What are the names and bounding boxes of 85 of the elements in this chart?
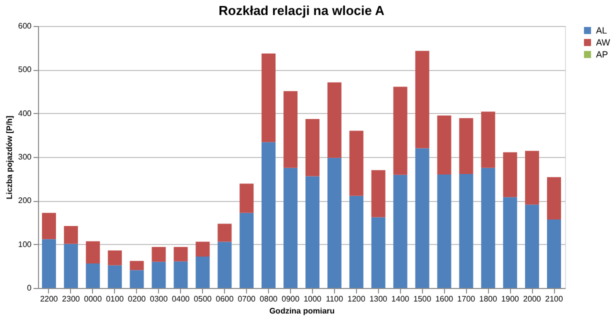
bar <box>86 264 100 288</box>
bar <box>86 241 100 264</box>
x-tick-label: 0300 <box>150 294 168 304</box>
bar <box>481 168 496 288</box>
bar <box>349 196 364 288</box>
x-tick-label: 2100 <box>545 294 564 304</box>
x-tick-label: 1300 <box>369 294 388 304</box>
x-tick-label: 0500 <box>194 294 212 304</box>
x-tick-label: 1700 <box>457 294 476 304</box>
x-tick-label: 2000 <box>523 294 542 304</box>
y-tick-label: 200 <box>18 196 32 206</box>
legend-label: AP <box>596 50 608 60</box>
bar <box>525 204 540 288</box>
x-tick-label: 1200 <box>347 294 366 304</box>
bar <box>525 150 540 205</box>
y-tick-label: 500 <box>18 65 32 74</box>
bar <box>415 148 430 288</box>
bar <box>459 174 474 288</box>
x-tick-label: 1000 <box>304 294 322 304</box>
x-tick-label: 1600 <box>435 294 454 304</box>
x-tick-label: 1100 <box>326 294 344 304</box>
x-tick-label: 0000 <box>84 294 102 304</box>
bar <box>371 217 386 288</box>
bar <box>503 197 518 288</box>
bar <box>174 246 188 262</box>
bar <box>481 112 496 168</box>
x-tick-label: 1800 <box>479 294 498 304</box>
y-tick-label: 100 <box>18 240 32 249</box>
bar <box>108 265 122 288</box>
x-tick-label: 0400 <box>172 294 190 304</box>
bar <box>503 152 518 198</box>
bar <box>284 168 298 288</box>
bar <box>262 142 276 288</box>
bar <box>240 212 254 288</box>
chart-title: Rozkład relacji na wlocie A <box>218 3 385 18</box>
x-tick-label: 1400 <box>391 294 410 304</box>
bar <box>64 226 78 244</box>
bar <box>415 50 430 148</box>
bar <box>174 261 188 288</box>
bar <box>240 184 254 213</box>
bar <box>284 91 298 168</box>
x-tick-label: 0100 <box>106 294 124 304</box>
x-tick-label: 2300 <box>62 294 80 304</box>
x-axis-title: Godzina pomiaru <box>269 306 335 316</box>
bar <box>130 270 144 288</box>
bar <box>64 244 78 288</box>
bar <box>196 256 210 288</box>
bar <box>305 119 320 176</box>
x-tick-label: 1500 <box>413 294 432 304</box>
bar <box>547 219 562 288</box>
y-tick-label: 600 <box>18 22 32 30</box>
legend-label: AL <box>596 26 608 36</box>
bar <box>108 250 122 266</box>
bar <box>152 262 166 288</box>
y-tick-label: 300 <box>18 152 32 162</box>
bar <box>262 54 276 142</box>
bar <box>218 242 232 288</box>
bar <box>130 260 144 270</box>
bar <box>371 170 386 218</box>
legend-label: AW <box>596 38 611 48</box>
bar <box>437 116 452 174</box>
bar <box>152 246 166 262</box>
x-tick-label: 1900 <box>501 294 520 304</box>
x-tick-label: 0600 <box>216 294 234 304</box>
bar <box>437 174 452 288</box>
bar <box>459 118 474 174</box>
bar <box>42 212 56 240</box>
bar <box>327 82 342 158</box>
bar <box>393 174 408 288</box>
bar <box>42 239 56 288</box>
bar <box>305 176 320 288</box>
bar <box>218 224 232 242</box>
bar <box>393 86 408 175</box>
x-tick-label: 0200 <box>128 294 146 304</box>
y-tick-label: 0 <box>27 284 32 292</box>
y-tick-label: 400 <box>18 108 32 118</box>
bar <box>349 130 364 196</box>
x-tick-label: 2200 <box>40 294 58 304</box>
bar <box>196 242 210 257</box>
x-tick-label: 0900 <box>282 294 300 304</box>
y-axis-title: Liczba pojazdów [P/h] <box>5 115 14 200</box>
x-tick-label: 0700 <box>238 294 256 304</box>
bar <box>547 177 562 220</box>
bar <box>327 158 342 288</box>
x-tick-label: 0800 <box>260 294 278 304</box>
